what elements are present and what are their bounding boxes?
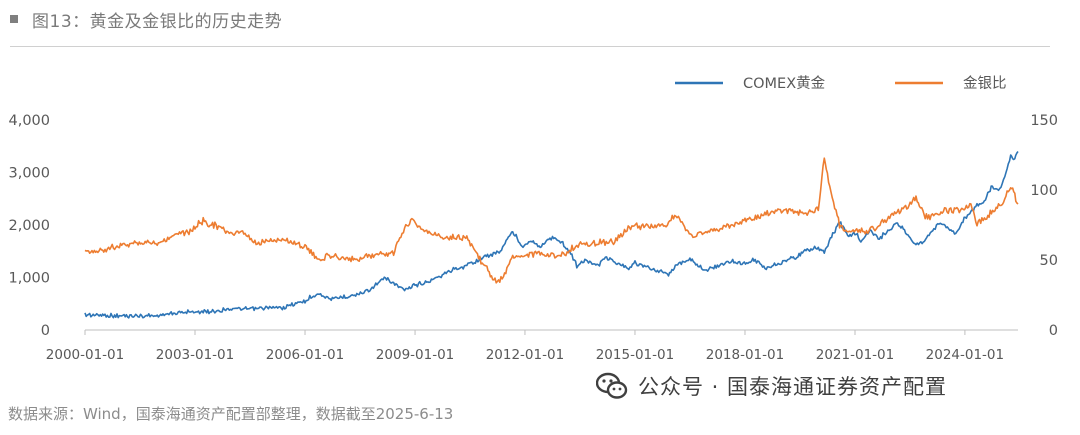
x-tick-label: 2015-01-01: [596, 347, 674, 363]
figure-header: 图13：黄金及金银比的历史走势: [10, 6, 282, 32]
wechat-icon: [596, 372, 628, 399]
y-left-tick-label: 2,000: [8, 218, 50, 234]
y-left-tick-label: 1,000: [8, 271, 50, 287]
header-divider: [10, 46, 1050, 47]
legend-comex-gold-label: COMEX黄金: [743, 75, 826, 92]
y-left-tick-label: 4,000: [8, 113, 50, 129]
x-tick-label: 2009-01-01: [376, 347, 454, 363]
title-bullet: [10, 15, 18, 23]
watermark: 公众号 · 国泰海通证券资产配置: [596, 370, 947, 402]
legend-gold-silver-ratio-label: 金银比: [963, 75, 1007, 92]
x-tick-label: 2006-01-01: [266, 347, 344, 363]
watermark-text: 公众号 · 国泰海通证券资产配置: [638, 375, 948, 399]
y-right-tick-label: 100: [1030, 183, 1058, 199]
x-tick-label: 2003-01-01: [156, 347, 234, 363]
x-tick-label: 2012-01-01: [486, 347, 564, 363]
x-tick-label: 2021-01-01: [816, 347, 894, 363]
series-line-comex-gold: [84, 151, 1019, 319]
series-line-gold-silver-ratio: [84, 157, 1019, 284]
y-left-tick-label: 0: [41, 323, 50, 339]
y-right-tick-label: 50: [1040, 253, 1058, 269]
x-tick-label: 2000-01-01: [46, 347, 124, 363]
x-tick-label: 2024-01-01: [926, 347, 1004, 363]
x-tick-label: 2018-01-01: [706, 347, 784, 363]
y-left-tick-label: 3,000: [8, 166, 50, 182]
chart-title: 图13：黄金及金银比的历史走势: [32, 11, 283, 32]
y-right-tick-label: 150: [1030, 113, 1058, 129]
source-note: 数据来源：Wind，国泰海通资产配置部整理，数据截至2025-6-13: [8, 405, 454, 423]
y-right-tick-label: 0: [1049, 323, 1058, 339]
